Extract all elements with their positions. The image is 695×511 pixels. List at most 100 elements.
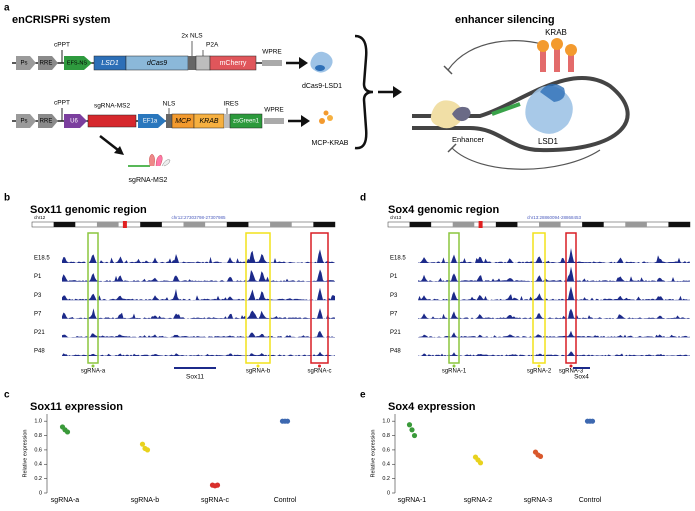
ideogram-band	[96, 222, 119, 227]
gene-bar	[174, 367, 216, 369]
track-label: P7	[390, 311, 398, 317]
sgrna-box	[448, 232, 460, 364]
y-tick-label: 0.4	[34, 462, 42, 468]
label: MCP-KRAB	[312, 140, 349, 147]
label: zsGreen1	[233, 119, 260, 125]
ideogram-band	[53, 222, 76, 227]
signal-track	[62, 308, 335, 319]
ideogram-band	[668, 222, 690, 227]
sgrna-box	[310, 232, 329, 364]
label: IRES	[223, 101, 239, 108]
label: P2A	[206, 42, 219, 49]
x-tick-label: sgRNA-2	[464, 497, 493, 504]
ideogram-mark	[478, 221, 483, 228]
heading: Sox4 expression	[388, 401, 476, 413]
signal-track	[62, 269, 335, 282]
track-label: P21	[34, 330, 45, 336]
sgrna-label: sgRNA-1	[442, 369, 467, 375]
x-tick-label: sgRNA-a	[51, 497, 80, 504]
signal-track	[62, 249, 335, 263]
label: cPPT	[54, 100, 70, 107]
sgrna-box	[565, 232, 577, 364]
y-tick-label: 0.8	[34, 433, 42, 439]
heading: Sox11 expression	[30, 401, 123, 413]
sgrna-dot	[569, 364, 573, 368]
label: LSD1	[538, 137, 559, 146]
ideogram-band	[452, 222, 475, 227]
y-axis-label: Relative expression	[22, 430, 28, 478]
sgrna-box	[87, 232, 99, 364]
signal-track	[418, 330, 690, 338]
sgrna-label: sgRNA-c	[307, 369, 331, 375]
panel-label: b	[4, 193, 10, 204]
sgrna-label: sgRNA-b	[246, 369, 271, 375]
data-point	[139, 441, 146, 447]
track-label: E18.5	[34, 256, 50, 262]
y-tick-label: 0.4	[382, 462, 390, 468]
ideogram-band	[495, 222, 518, 227]
label: KRAB	[199, 118, 218, 125]
heading: enCRISPRi system	[12, 14, 111, 26]
x-tick-label: Control	[274, 497, 297, 504]
track-label: P1	[34, 274, 42, 280]
ideogram-band	[539, 222, 561, 227]
y-tick-label: 0.2	[34, 476, 42, 482]
data-point	[589, 418, 596, 424]
x-tick-label: sgRNA-3	[524, 497, 553, 504]
ideogram-band	[226, 222, 249, 227]
data-point	[284, 418, 291, 424]
sgrna-dot	[537, 364, 541, 368]
label: WPRE	[264, 107, 284, 114]
gene-bar	[573, 367, 590, 369]
y-tick-label: 0.2	[382, 476, 390, 482]
label: chr13	[390, 215, 402, 220]
label: sgRNA-MS2	[94, 103, 131, 110]
track-label: P3	[34, 293, 42, 299]
label: U6	[70, 119, 78, 125]
data-point	[477, 460, 484, 466]
track-label: P48	[390, 349, 401, 355]
signal-track	[62, 287, 335, 301]
signal-track	[62, 330, 335, 338]
label: chr12:27303798-27307985	[171, 215, 226, 220]
label: Ps	[20, 119, 27, 125]
ideogram-band	[625, 222, 647, 227]
gene-label: Sox4	[574, 374, 589, 381]
heading: enhancer silencing	[455, 14, 555, 26]
track-label: P1	[390, 274, 398, 280]
y-tick-label: 0.6	[34, 447, 42, 453]
track-label: P7	[34, 311, 42, 317]
label: MCP	[175, 118, 191, 125]
track-label: E18.5	[390, 256, 406, 262]
label: WPRE	[262, 49, 282, 56]
heading: Sox11 genomic region	[30, 204, 147, 216]
data-point	[144, 447, 151, 453]
data-point	[411, 432, 418, 439]
y-tick-label: 0	[387, 490, 390, 496]
label: 2x NLS	[181, 33, 203, 40]
gene-label: Sox11	[186, 374, 204, 381]
track-label: P48	[34, 349, 45, 355]
label: LSD1	[101, 60, 119, 67]
sgrna-box	[245, 232, 271, 364]
panel-label: e	[360, 390, 366, 401]
y-tick-label: 0.6	[382, 447, 390, 453]
data-point	[214, 482, 221, 488]
ideogram-band	[313, 222, 335, 227]
label: Ps	[20, 61, 27, 67]
ideogram-band	[140, 222, 162, 227]
signal-track	[418, 286, 690, 301]
data-point	[409, 427, 415, 433]
label: sgRNA-MS2	[129, 177, 168, 184]
ideogram-band	[270, 222, 292, 227]
signal-track	[418, 308, 690, 319]
y-tick-label: 1.0	[382, 419, 390, 425]
x-tick-label: sgRNA-c	[201, 497, 230, 504]
signal-track	[418, 351, 690, 356]
ideogram-mark	[122, 221, 127, 228]
x-tick-label: Control	[579, 497, 602, 504]
label: Enhancer	[452, 135, 485, 144]
label: RRE	[40, 61, 53, 67]
label: chr12	[34, 215, 46, 220]
